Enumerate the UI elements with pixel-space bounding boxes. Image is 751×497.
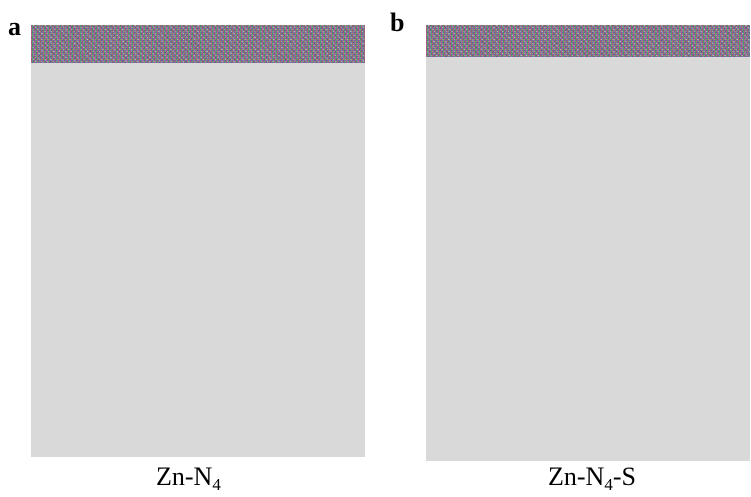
caption-subscript: 4 bbox=[212, 475, 221, 494]
structure-image-a bbox=[31, 25, 365, 457]
caption-zn-n4-s: Zn-N4-S bbox=[548, 462, 636, 494]
panel-label-b: b bbox=[390, 8, 405, 37]
caption-zn-n4: Zn-N4 bbox=[156, 462, 221, 494]
image-noise-strip bbox=[31, 25, 365, 63]
caption-base: Zn-N bbox=[156, 462, 213, 491]
caption-base: Zn-N bbox=[548, 462, 605, 491]
image-noise-strip bbox=[426, 25, 750, 57]
panel-label-a: a bbox=[8, 12, 21, 41]
structure-image-b bbox=[426, 25, 750, 461]
caption-subscript: 4 bbox=[604, 475, 613, 494]
caption-suffix: -S bbox=[612, 462, 636, 491]
